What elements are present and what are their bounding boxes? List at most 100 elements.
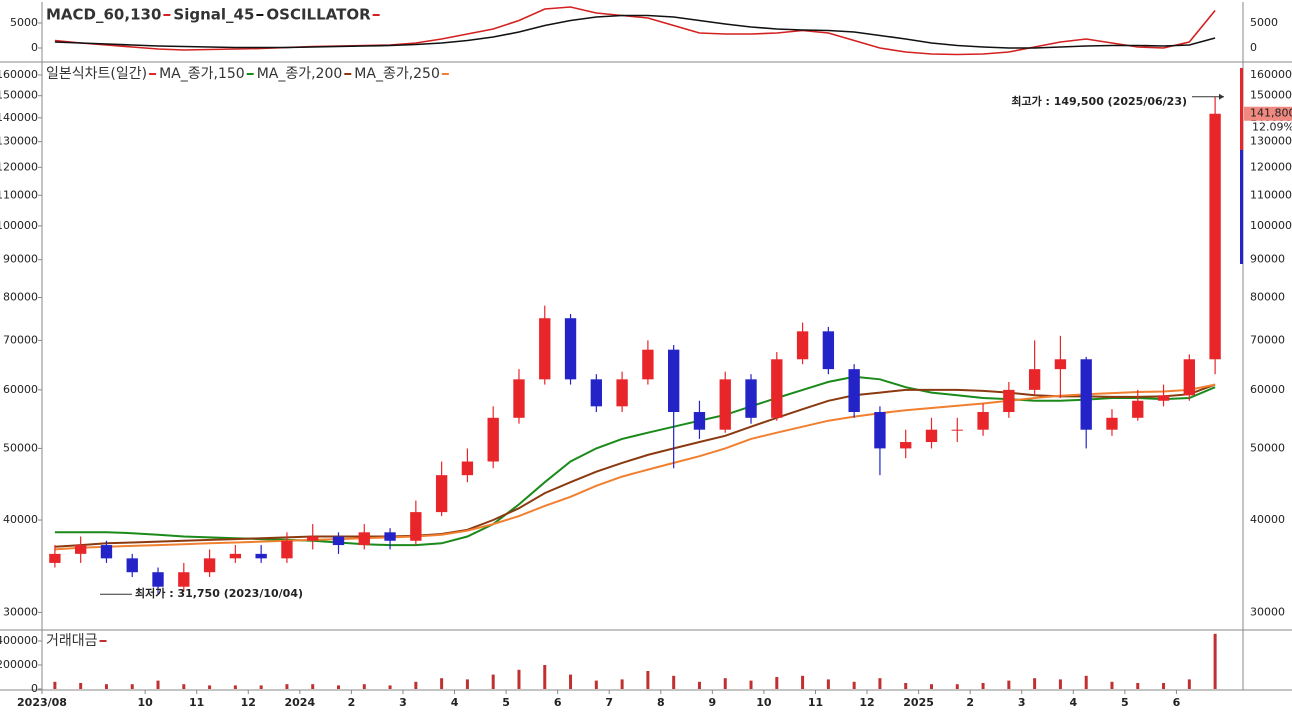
candle-body [1054,359,1067,370]
y-tick-label: 160000 [0,68,38,81]
legend-label: MA_종가,150 [159,66,245,82]
candle-body [1003,389,1015,413]
candle-body [307,536,319,541]
x-tick-label: 9 [709,696,717,709]
y-tick-label-right: 160000 [1250,68,1292,81]
candle-body [1080,359,1092,430]
candle-body [1028,369,1041,390]
candle-body [461,461,474,476]
legend-label: 거래대금 [46,633,98,649]
bar [1162,683,1166,689]
bar [104,684,108,689]
y-tick-label: 0 [31,682,38,695]
y-tick-label-right: 70000 [1250,333,1285,346]
x-tick-label: 12 [241,696,256,709]
y-tick-label-right: 80000 [1250,291,1285,304]
change-label: 12.09% [1252,121,1292,134]
bar [1007,680,1011,689]
candle-body [49,553,61,563]
y-tick-label: 120000 [0,160,38,173]
y-tick-label-right: 40000 [1250,513,1285,526]
candle-body [178,572,190,587]
x-tick-label: 2 [966,696,974,709]
candle-body [771,359,783,418]
candle-body [487,417,499,462]
x-tick-label: 2 [348,696,356,709]
candle-body [693,412,706,430]
y-tick-label-right: 130000 [1250,135,1292,148]
candle-body [668,349,680,413]
candle-body [539,318,551,380]
bar [981,683,985,689]
bar [491,674,495,689]
x-tick-label: 3 [1018,696,1026,709]
candle-body [384,532,396,541]
x-tick-label: 12 [859,696,874,709]
y-tick-label-right: 150000 [1250,89,1292,102]
bar [233,685,237,689]
candle-body [745,379,757,418]
candle-body [1106,417,1118,430]
y-tick-label-right: 50000 [1250,441,1285,454]
bar [801,675,805,689]
bar [620,679,624,689]
y-tick-label: 100000 [0,219,38,232]
last-price-label: 141,800 [1250,107,1292,120]
bar [285,684,289,689]
candle-body [564,318,577,380]
bar [826,679,830,689]
x-tick-label: 4 [1069,696,1077,709]
x-tick-label: 10 [756,696,772,709]
candle-body [126,558,138,573]
bar [1058,679,1062,689]
y-tick-label: 40000 [3,513,38,526]
bar [852,681,856,689]
y-tick-label-right: 120000 [1250,160,1292,173]
bar [930,684,933,689]
line-series [54,383,1216,551]
bar [388,685,392,689]
y-tick-label-right: 5000 [1250,16,1278,29]
candle-body [719,379,731,430]
y-tick-label: 70000 [3,333,38,346]
legend-label: MACD_60,130 [46,6,161,24]
bar [156,680,160,689]
y-tick-label: 5000 [10,16,38,29]
bar [1187,679,1191,689]
line-series [54,6,1216,56]
candle-body [1209,113,1221,360]
candle-body [152,572,164,587]
bar [130,684,134,689]
bar [569,674,573,689]
x-tick-label: 11 [189,696,204,709]
bar [53,681,57,689]
x-tick-label: 2023/08 [17,696,67,709]
candle-body [1183,359,1195,396]
range-bar-up [1240,68,1243,150]
x-tick-label: 11 [808,696,823,709]
bar [1213,633,1217,689]
candle-body [900,442,912,449]
bar [543,665,547,689]
line-series [54,14,1216,49]
candle-body [513,379,525,418]
annotation: 최저가 : 31,750 (2023/10/04) [135,586,303,600]
y-tick-label: 400000 [0,634,38,647]
bar [182,684,186,689]
x-tick-label: 5 [1121,696,1129,709]
candle-body [951,429,963,431]
bar [697,681,701,689]
legend-label: MA_종가,250 [354,66,440,82]
y-tick-label: 200000 [0,658,38,671]
bar [723,678,727,689]
arrow-head [1219,93,1224,100]
bar [775,677,779,689]
bar [414,681,418,689]
x-tick-label: 6 [554,696,562,709]
legend-label: Signal_45 [173,6,254,24]
last-price-box [1244,106,1292,121]
x-tick-label: 8 [657,696,665,709]
y-tick-label-right: 30000 [1250,605,1285,618]
